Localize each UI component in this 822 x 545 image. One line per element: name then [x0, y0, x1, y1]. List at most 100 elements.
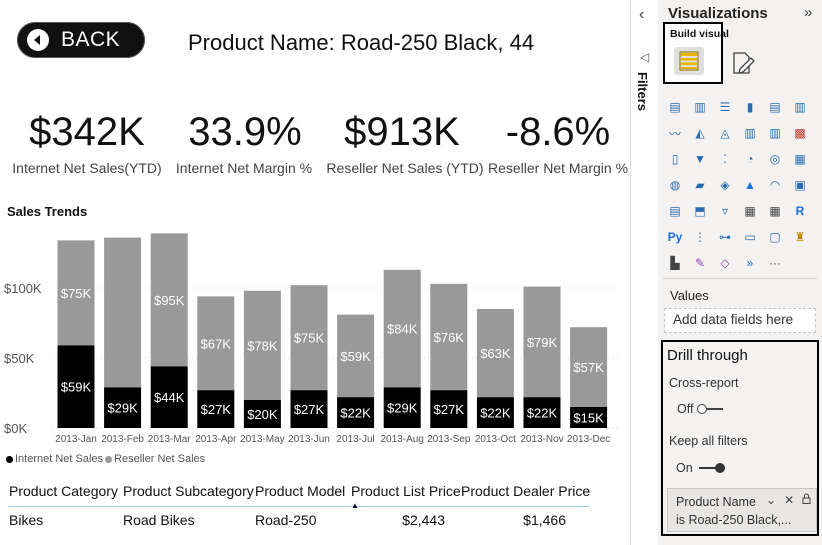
bar-internet[interactable]: [570, 407, 608, 428]
bar-reseller[interactable]: [570, 327, 608, 407]
column-header-model[interactable]: Product Model: [255, 483, 346, 499]
bar-reseller[interactable]: [57, 240, 95, 346]
values-field-well[interactable]: Add data fields here: [664, 308, 816, 333]
bar-internet[interactable]: [197, 390, 235, 428]
stacked-column-chart-icon[interactable]: ▥: [694, 100, 706, 114]
bar-internet[interactable]: [523, 397, 561, 428]
key-influencers-icon[interactable]: ⋮: [694, 230, 706, 244]
bar-internet[interactable]: [57, 345, 95, 428]
power-automate-icon[interactable]: ◇: [720, 256, 730, 270]
table-row[interactable]: Bikes Road Bikes Road-250 $2,443 $1,466: [9, 507, 589, 533]
qa-icon[interactable]: ▭: [744, 230, 756, 244]
data-label-internet: $22K: [480, 406, 511, 421]
kpi-icon[interactable]: ⬒: [694, 204, 706, 218]
stacked-area-chart-icon[interactable]: ◬: [720, 126, 730, 140]
map-icon[interactable]: ◍: [669, 178, 681, 192]
more-options-icon[interactable]: ···: [769, 256, 781, 270]
bar-reseller[interactable]: [337, 314, 375, 398]
collapse-pane-icon[interactable]: »: [804, 4, 813, 21]
bar-internet[interactable]: [337, 397, 375, 428]
decomposition-tree-icon[interactable]: ⊶: [719, 230, 731, 244]
area-chart-icon[interactable]: ◭: [695, 126, 705, 140]
bar-internet[interactable]: [383, 387, 421, 428]
bar-reseller[interactable]: [476, 309, 514, 398]
sales-trends-chart[interactable]: $0K $50K $100K $75K $59K 2013-Jan $29K 2013-Feb…: [0, 220, 630, 450]
card-icon[interactable]: ▣: [794, 178, 806, 192]
bar-reseller[interactable]: [290, 285, 328, 391]
back-button[interactable]: BACK: [17, 22, 145, 58]
scatter-chart-icon[interactable]: ⁚: [723, 152, 727, 166]
slicer-icon[interactable]: ▿: [721, 204, 729, 218]
paginated-report-icon[interactable]: ▙: [670, 256, 680, 270]
column-header-list-price[interactable]: Product List Price ▲: [351, 483, 461, 510]
bar-reseller[interactable]: [383, 269, 421, 388]
gauge-icon[interactable]: ◠: [769, 178, 781, 192]
visualizations-title: Visualizations: [668, 5, 768, 22]
more-visuals-icon[interactable]: »: [746, 256, 754, 270]
line-column-chart-icon[interactable]: ▥: [744, 126, 756, 140]
bar-reseller[interactable]: [104, 237, 142, 388]
cross-report-toggle[interactable]: Off: [677, 402, 724, 416]
clustered-column-chart-icon[interactable]: ▮: [746, 100, 754, 114]
goals-icon[interactable]: ♜: [794, 230, 806, 244]
multi-row-card-icon[interactable]: ▤: [669, 204, 681, 218]
bar-internet[interactable]: [430, 390, 468, 428]
cell-dealer-price: $1,466: [523, 512, 566, 528]
funnel-icon[interactable]: ▼: [694, 152, 706, 166]
toggle-on-switch[interactable]: [698, 462, 725, 474]
drill-through-filter-card[interactable]: Product Name ⌄ ✕ is Road-250 Black,...: [667, 488, 817, 532]
r-visual-icon[interactable]: R: [795, 204, 805, 218]
bar-reseller[interactable]: [430, 283, 468, 391]
format-visual-icon[interactable]: [730, 50, 756, 81]
column-header-subcategory[interactable]: Product Subcategory: [123, 483, 254, 499]
bar-reseller[interactable]: [243, 290, 281, 400]
python-visual-icon[interactable]: Py: [667, 230, 683, 244]
close-icon[interactable]: ✕: [784, 493, 795, 507]
stacked-bar-chart-icon[interactable]: ▤: [669, 100, 681, 114]
column-header-category[interactable]: Product Category: [9, 483, 118, 499]
kpi-label-internet-sales: Internet Net Sales(YTD): [12, 160, 162, 176]
data-label-internet: $59K: [61, 380, 92, 395]
filters-label[interactable]: Filters: [635, 72, 650, 112]
data-label-reseller: $95K: [154, 293, 185, 308]
bar-internet[interactable]: [150, 366, 188, 428]
line-clustered-column-icon[interactable]: ▥: [769, 126, 781, 140]
kpi-value-internet-margin: 33.9%: [188, 110, 302, 154]
pie-chart-icon[interactable]: ◔: [746, 152, 754, 166]
column-header-dealer-price[interactable]: Product Dealer Price: [461, 483, 591, 499]
100-column-chart-icon[interactable]: ▥: [794, 100, 806, 114]
treemap-icon[interactable]: ▦: [794, 152, 806, 166]
build-visual-tab[interactable]: Build visual: [663, 22, 729, 84]
lock-icon[interactable]: [802, 493, 811, 507]
toggle-off-switch[interactable]: [697, 403, 724, 415]
bar-internet[interactable]: [243, 400, 281, 428]
ribbon-chart-icon[interactable]: ▩: [794, 126, 806, 140]
matrix-icon[interactable]: ▦: [769, 204, 781, 218]
bar-internet[interactable]: [104, 387, 142, 428]
data-label-internet: $44K: [154, 390, 185, 405]
line-chart-icon[interactable]: 〰: [668, 126, 681, 141]
bar-reseller[interactable]: [523, 286, 561, 398]
data-label-reseller: $63K: [480, 346, 511, 361]
bar-reseller[interactable]: [150, 233, 188, 367]
waterfall-chart-icon[interactable]: ▯: [671, 152, 679, 166]
azure-map-icon[interactable]: ▲: [744, 178, 756, 192]
chevron-down-icon[interactable]: ⌄: [766, 493, 777, 507]
100-bar-chart-icon[interactable]: ▤: [769, 100, 781, 114]
build-visual-label: Build visual: [670, 28, 729, 40]
chevron-left-icon[interactable]: ‹: [639, 6, 645, 23]
bar-internet[interactable]: [476, 397, 514, 428]
filled-map-icon[interactable]: ▰: [695, 178, 705, 192]
bar-internet[interactable]: [290, 390, 328, 428]
bar-reseller[interactable]: [197, 296, 235, 391]
filters-pane-collapsed[interactable]: ‹ ◁ Filters: [630, 0, 659, 545]
x-tick-label: 2013-Mar: [148, 434, 191, 445]
smart-narrative-icon[interactable]: ▢: [769, 230, 781, 244]
table-icon[interactable]: ▦: [744, 204, 756, 218]
donut-chart-icon[interactable]: ◎: [769, 152, 781, 166]
shape-map-icon[interactable]: ◈: [720, 178, 730, 192]
keep-all-filters-toggle[interactable]: On: [676, 461, 725, 475]
clustered-bar-chart-icon[interactable]: ☰: [719, 100, 731, 114]
back-button-label: BACK: [61, 28, 121, 51]
power-apps-icon[interactable]: ✎: [694, 256, 706, 270]
